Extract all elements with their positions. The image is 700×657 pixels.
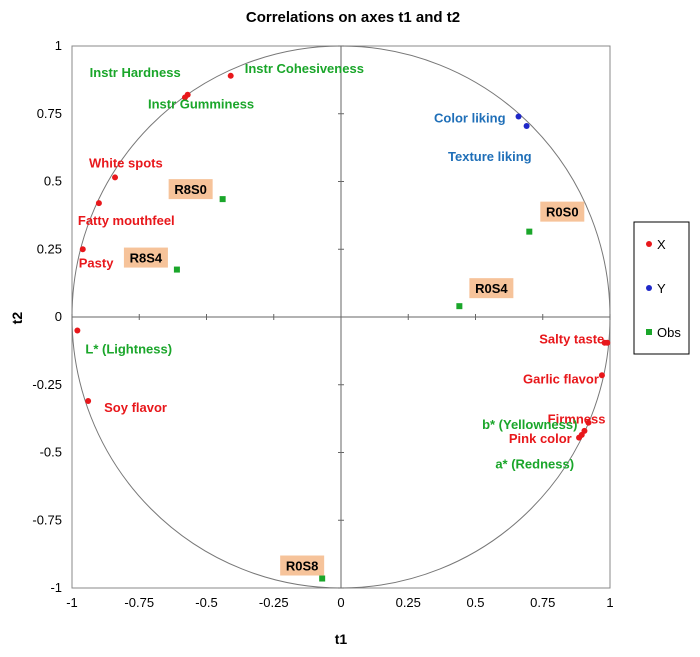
y-tick-label: 1 [55,38,62,53]
x-tick-label: -0.75 [124,595,154,610]
variable-label: White spots [89,155,163,170]
variable-label: Fatty mouthfeel [78,213,175,228]
obs-label: R0S4 [475,281,508,296]
variable-label: Color liking [434,110,506,125]
obs-label: R0S8 [286,559,319,574]
variable-label: b* (Yellowness) [482,417,577,432]
variable-label: Pink color [509,431,572,446]
variable-label: Garlic flavor [523,371,599,386]
x-tick-label: 0.5 [466,595,484,610]
y-variable-point [515,113,522,120]
x-axis-title: t1 [335,631,348,647]
obs-point [456,303,463,310]
obs-label: R8S4 [130,251,163,266]
legend: X Y Obs [633,221,690,355]
legend-label: Y [657,281,666,296]
obs-label: R8S0 [174,182,207,197]
y-tick-label: -0.25 [32,377,62,392]
legend-label: X [657,237,666,252]
y-tick-label: -0.75 [32,512,62,527]
variable-label: a* (Redness) [495,457,574,472]
variable-label: Salty taste [539,332,604,347]
x-variable-point [95,200,102,207]
legend-label: Obs [657,325,681,340]
obs-label-box [469,278,514,299]
variable-label: Instr Cohesiveness [245,61,364,76]
obs-point [219,196,226,203]
y-tick-label: -0.5 [40,445,62,460]
x-variable-point [576,434,583,441]
obs-label: R0S0 [546,205,579,220]
x-variable-point [85,398,92,405]
x-tick-label: 0 [337,595,344,610]
variable-label: L* (Lightness) [85,342,172,357]
obs-label-box [168,179,213,200]
x-variable-point [112,174,119,181]
y-tick-label: 0 [55,309,62,324]
x-variable-point [598,372,605,379]
obs-point [319,575,326,582]
x-tick-label: 1 [606,595,613,610]
y-tick-label: 0.25 [37,241,62,256]
variable-label: Firmness [548,412,606,427]
variable-label: Soy flavor [104,400,167,415]
x-variable-point [74,327,81,334]
x-tick-label: 0.25 [396,595,421,610]
variable-label: Pasty [79,255,114,270]
obs-point [526,228,533,235]
legend-marker-y [646,285,652,291]
x-tick-label: 0.75 [530,595,555,610]
x-variable-point [601,339,608,346]
x-tick-label: -0.25 [259,595,289,610]
obs-label-box [540,201,585,222]
variable-label: Instr Gumminess [148,96,254,111]
obs-label-box [123,247,168,268]
y-axis-title: t2 [9,312,25,325]
y-variable-point [523,122,530,129]
legend-marker-obs [646,329,652,335]
plot-area: -1 -0.75 -0.5 -0.25 0 0.25 0.5 0.75 1 1 0.75 0.5 0.2… [32,38,613,610]
y-tick-label: -1 [50,580,62,595]
x-variable-point [227,72,234,79]
variable-label: Instr Hardness [90,65,181,80]
x-variable-point [79,246,86,253]
legend-box [633,221,690,355]
chart-title: Correlations on axes t1 and t2 [246,9,460,26]
x-variable-point [181,94,188,101]
legend-marker-x [646,241,652,247]
x-variable-point [585,419,592,426]
y-tick-label: 0.5 [44,174,62,189]
x-tick-label: -1 [66,595,78,610]
x-tick-label: -0.5 [195,595,217,610]
y-tick-label: 0.75 [37,106,62,121]
obs-label-box [280,555,325,576]
variable-label: Texture liking [448,149,532,164]
obs-point [173,266,180,273]
